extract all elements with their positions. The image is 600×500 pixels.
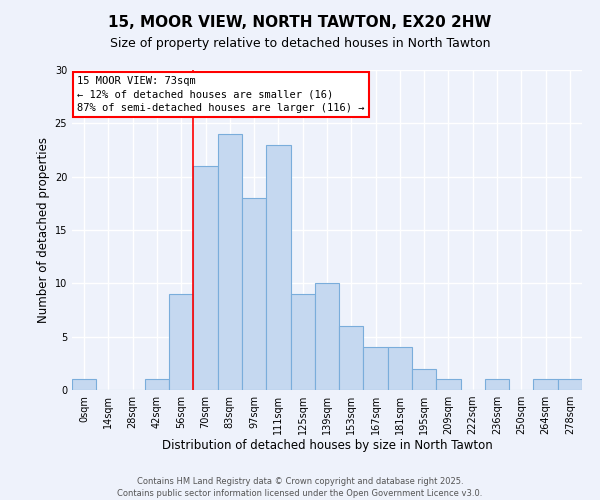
Bar (364, 348, 388, 390)
Bar (558, 380, 582, 390)
Bar (315, 284, 339, 390)
X-axis label: Distribution of detached houses by size in North Tawton: Distribution of detached houses by size … (161, 438, 493, 452)
Bar (169, 294, 193, 390)
Bar (412, 368, 436, 390)
Text: Contains HM Land Registry data © Crown copyright and database right 2025.
Contai: Contains HM Land Registry data © Crown c… (118, 476, 482, 498)
Bar (290, 294, 315, 390)
Text: 15, MOOR VIEW, NORTH TAWTON, EX20 2HW: 15, MOOR VIEW, NORTH TAWTON, EX20 2HW (109, 15, 491, 30)
Text: Size of property relative to detached houses in North Tawton: Size of property relative to detached ho… (110, 38, 490, 51)
Bar (145, 380, 169, 390)
Y-axis label: Number of detached properties: Number of detached properties (37, 137, 50, 323)
Text: 15 MOOR VIEW: 73sqm
← 12% of detached houses are smaller (16)
87% of semi-detach: 15 MOOR VIEW: 73sqm ← 12% of detached ho… (77, 76, 365, 113)
Bar (218, 134, 242, 390)
Bar (242, 198, 266, 390)
Bar (339, 326, 364, 390)
Bar (533, 380, 558, 390)
Bar (388, 348, 412, 390)
Bar (193, 166, 218, 390)
Bar (72, 380, 96, 390)
Bar (485, 380, 509, 390)
Bar (436, 380, 461, 390)
Bar (266, 144, 290, 390)
